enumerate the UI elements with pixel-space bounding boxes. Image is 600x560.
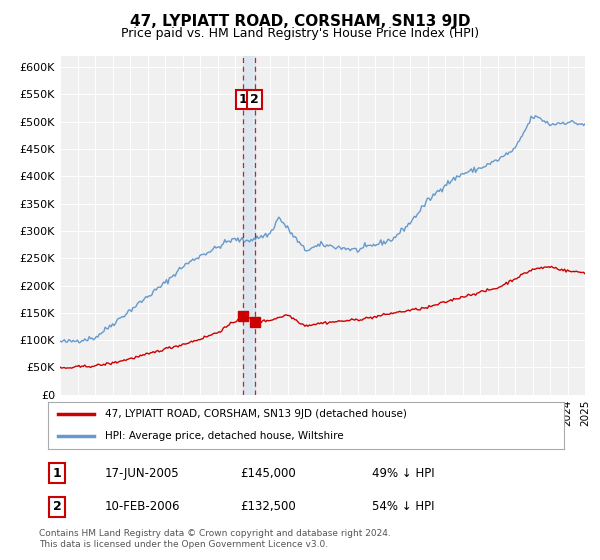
Text: 2: 2 (250, 93, 259, 106)
Text: 47, LYPIATT ROAD, CORSHAM, SN13 9JD: 47, LYPIATT ROAD, CORSHAM, SN13 9JD (130, 14, 470, 29)
Text: 17-JUN-2005: 17-JUN-2005 (105, 466, 179, 480)
Text: £145,000: £145,000 (240, 466, 296, 480)
Text: 10-FEB-2006: 10-FEB-2006 (105, 500, 181, 514)
Text: 1: 1 (53, 466, 61, 480)
Text: 2: 2 (53, 500, 61, 514)
Text: Contains HM Land Registry data © Crown copyright and database right 2024.
This d: Contains HM Land Registry data © Crown c… (39, 529, 391, 549)
Text: 49% ↓ HPI: 49% ↓ HPI (372, 466, 434, 480)
Text: Price paid vs. HM Land Registry's House Price Index (HPI): Price paid vs. HM Land Registry's House … (121, 27, 479, 40)
Text: 47, LYPIATT ROAD, CORSHAM, SN13 9JD (detached house): 47, LYPIATT ROAD, CORSHAM, SN13 9JD (det… (105, 409, 407, 419)
Text: £132,500: £132,500 (240, 500, 296, 514)
Bar (243, 56, 254, 395)
Text: HPI: Average price, detached house, Wiltshire: HPI: Average price, detached house, Wilt… (105, 431, 343, 441)
Text: 54% ↓ HPI: 54% ↓ HPI (372, 500, 434, 514)
Text: 1: 1 (239, 93, 247, 106)
